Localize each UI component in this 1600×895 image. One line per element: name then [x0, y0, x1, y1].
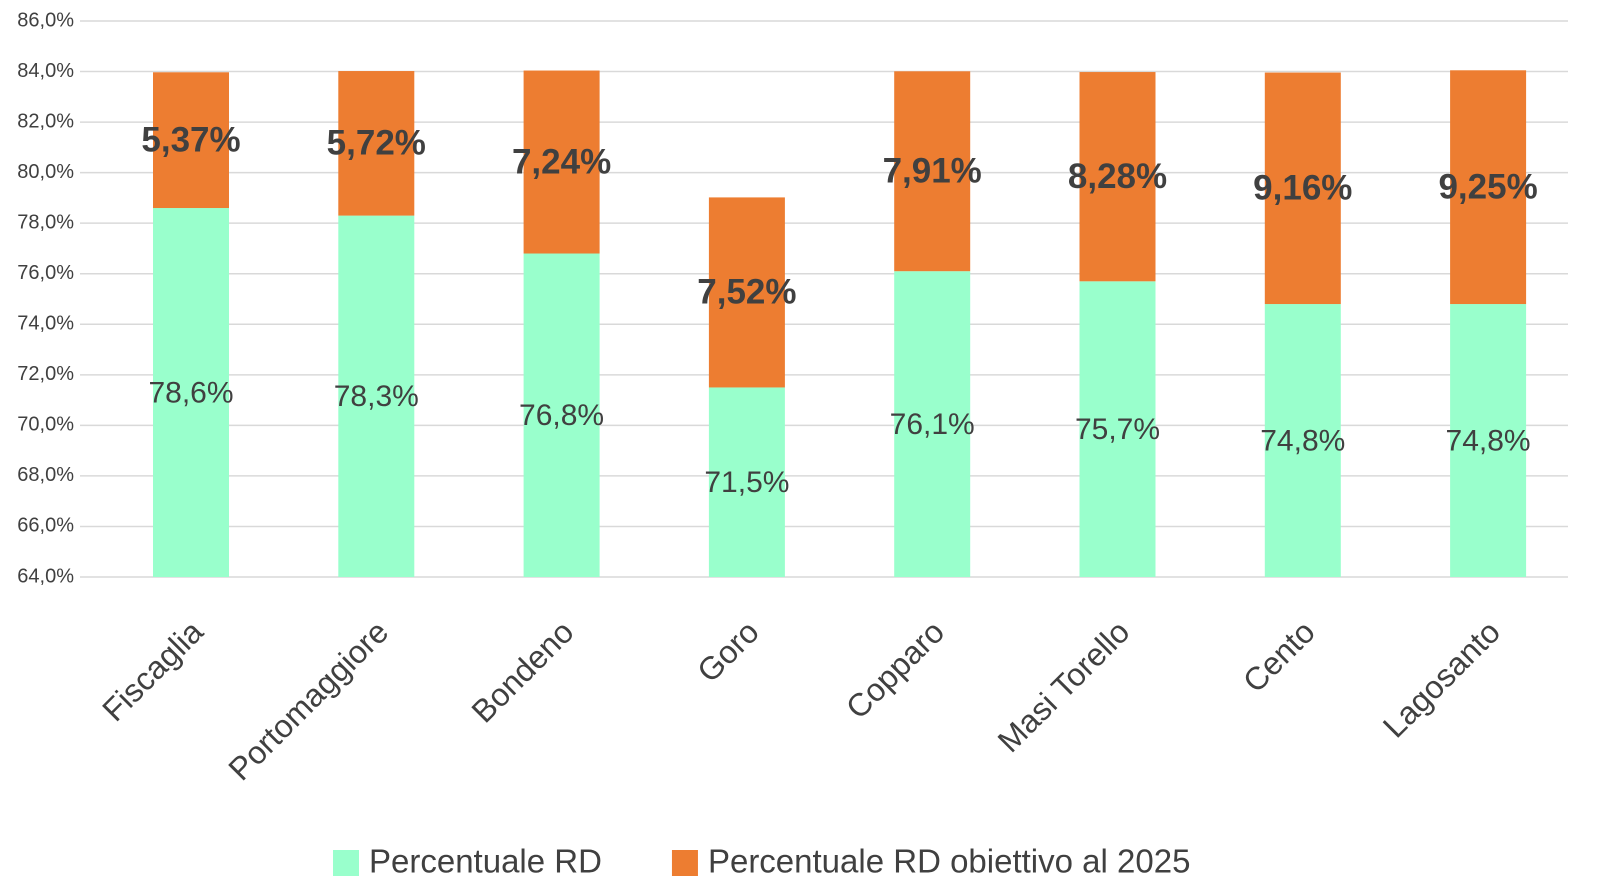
bar-segment — [153, 72, 229, 209]
data-label: 76,8% — [519, 399, 604, 432]
bar-segment — [523, 253, 600, 577]
bar-segment — [338, 71, 415, 216]
bar-segment — [894, 71, 971, 272]
data-label: 71,5% — [704, 466, 789, 499]
bar-segment — [1079, 72, 1156, 282]
data-label: 9,16% — [1253, 169, 1352, 208]
data-label: 5,72% — [327, 124, 426, 163]
y-tick-label: 66,0% — [17, 515, 74, 537]
data-label: 78,6% — [148, 376, 233, 409]
y-tick-label: 78,0% — [17, 211, 74, 233]
x-tick-label: Lagosanto — [1376, 613, 1507, 744]
bar-segment — [1264, 304, 1341, 577]
data-label: 74,8% — [1446, 424, 1531, 457]
bar-segment — [153, 208, 229, 577]
data-label: 7,52% — [697, 273, 796, 312]
data-label: 75,7% — [1075, 413, 1160, 446]
x-tick-label: Goro — [690, 613, 766, 689]
bar-segment — [1079, 281, 1156, 577]
y-tick-label: 64,0% — [17, 565, 74, 587]
data-label: 74,8% — [1260, 424, 1345, 457]
y-tick-label: 74,0% — [17, 313, 74, 335]
y-tick-label: 76,0% — [17, 262, 74, 284]
x-tick-label: Copparo — [839, 613, 951, 725]
x-tick-label: Masi Torello — [991, 613, 1137, 759]
legend-label: Percentuale RD obiettivo al 2025 — [708, 843, 1190, 880]
y-tick-label: 72,0% — [17, 363, 74, 385]
bar-segment — [1450, 304, 1527, 577]
x-tick-label: Fiscaglia — [95, 613, 210, 728]
y-tick-label: 68,0% — [17, 464, 74, 486]
data-label: 5,37% — [141, 120, 240, 159]
data-label: 76,1% — [890, 408, 975, 441]
y-tick-label: 70,0% — [17, 414, 74, 436]
data-label: 9,25% — [1438, 167, 1537, 206]
data-label: 7,24% — [512, 142, 611, 181]
bar-segment — [1450, 70, 1527, 305]
data-label: 78,3% — [334, 380, 419, 413]
bar-segment — [1264, 72, 1341, 305]
legend-label: Percentuale RD — [369, 843, 602, 880]
bar-segment — [523, 70, 600, 254]
x-tick-label: Cento — [1236, 613, 1322, 699]
y-tick-label: 80,0% — [17, 161, 74, 183]
data-label: 7,91% — [883, 151, 982, 190]
y-tick-label: 84,0% — [17, 60, 74, 82]
bar-segment — [708, 387, 785, 577]
bar-segment — [338, 215, 415, 577]
x-tick-label: Bondeno — [464, 613, 580, 729]
bar-segment — [894, 271, 971, 577]
y-tick-label: 86,0% — [17, 9, 74, 31]
y-tick-label: 82,0% — [17, 110, 74, 132]
legend-swatch — [333, 850, 359, 876]
x-tick-label: Portomaggiore — [221, 613, 395, 787]
bar-segment — [708, 197, 785, 388]
data-label: 8,28% — [1068, 157, 1167, 196]
legend-swatch — [671, 850, 698, 876]
